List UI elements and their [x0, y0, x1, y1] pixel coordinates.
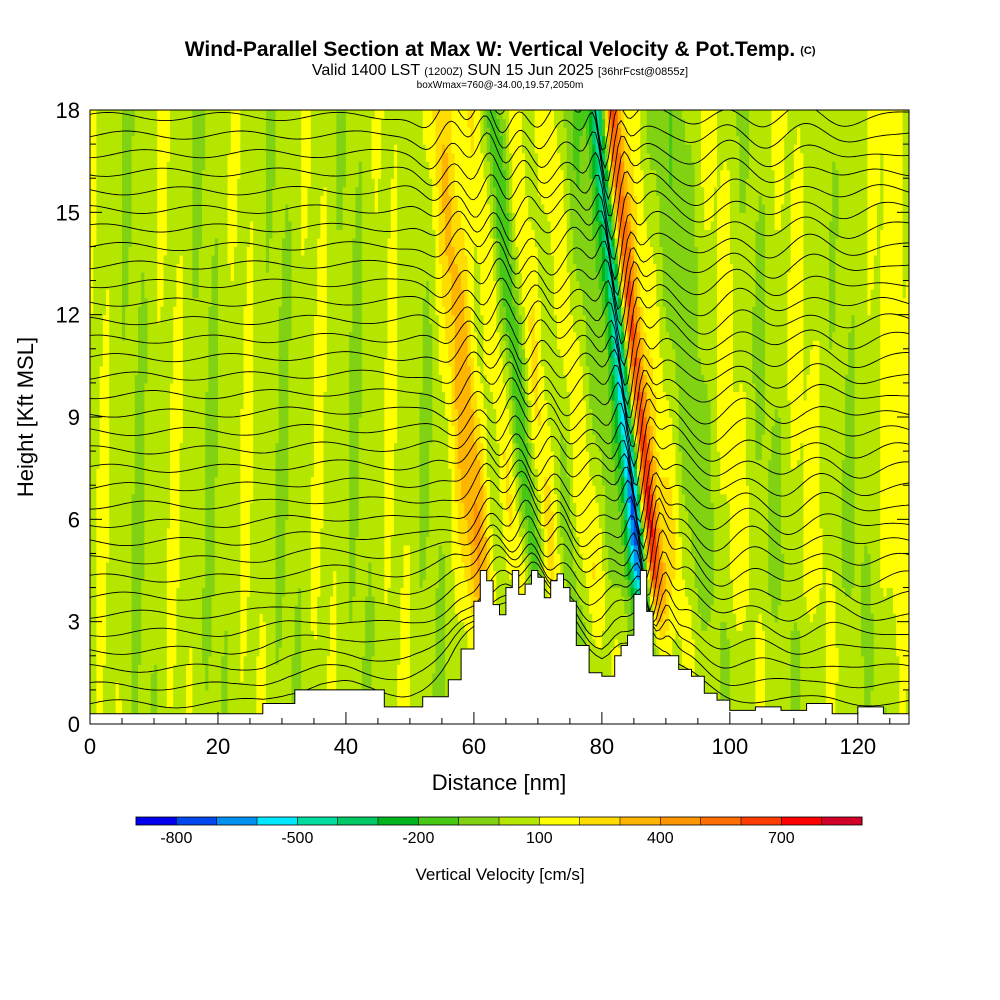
subtitle-zulu: (1200Z) — [424, 66, 463, 78]
copyright-mark: (C) — [800, 45, 816, 57]
colorbar-swatch — [458, 817, 500, 825]
x-tick-label: 40 — [334, 734, 358, 759]
subtitle-date: SUN 15 Jun 2025 — [467, 62, 593, 79]
colorbar-label: -200 — [402, 830, 434, 847]
colorbar: -800 -500 -200 100 400 700 — [135, 816, 863, 847]
colorbar-swatch — [660, 817, 702, 825]
colorbar-swatch — [216, 817, 258, 825]
colorbar-label: 100 — [526, 830, 553, 847]
y-tick-label: 18 — [56, 98, 80, 123]
subtitle-forecast: [36hrFcst@0855z] — [598, 66, 688, 78]
colorbar-swatch — [821, 817, 863, 825]
colorbar-swatch — [257, 817, 298, 825]
y-tick-label: 0 — [68, 712, 80, 737]
plot-area — [90, 110, 909, 724]
x-tick-label: 100 — [711, 734, 748, 759]
colorbar-swatch — [418, 817, 460, 825]
terrain — [90, 570, 909, 724]
y-tick-label: 15 — [56, 200, 80, 225]
x-tick-label: 80 — [590, 734, 614, 759]
colorbar-swatch — [136, 817, 177, 825]
colorbar-label: 700 — [768, 830, 795, 847]
x-tick-label: 60 — [462, 734, 486, 759]
y-tick-label: 9 — [68, 405, 80, 430]
colorbar-label: -500 — [281, 830, 313, 847]
colorbar-swatch — [539, 817, 581, 825]
colorbar-swatch — [297, 817, 339, 825]
y-tick-label: 6 — [68, 507, 80, 532]
colorbar-swatch — [378, 817, 419, 825]
colorbar-swatch — [176, 817, 218, 825]
x-tick-label: 120 — [839, 734, 876, 759]
colorbar-swatch — [741, 817, 782, 825]
colorbar-swatch — [499, 817, 540, 825]
colorbar-label: 400 — [647, 830, 674, 847]
colorbar-label: -800 — [160, 830, 192, 847]
subtitle-valid: Valid 1400 LST — [312, 62, 420, 79]
potential-temperature-contours — [90, 110, 909, 709]
x-axis: 0 20 40 60 80 100 120 — [84, 712, 891, 759]
colorbar-swatch — [781, 817, 823, 825]
colorbar-swatch — [579, 817, 621, 825]
colorbar-title: Vertical Velocity [cm/s] — [415, 865, 584, 884]
y-axis-label: Height [Kft MSL] — [13, 337, 38, 497]
x-axis-label: Distance [nm] — [432, 770, 567, 795]
colorbar-swatch — [337, 817, 379, 825]
colorbar-swatch — [700, 817, 742, 825]
y-axis: 0 3 6 9 12 15 18 — [56, 98, 909, 737]
x-tick-label: 0 — [84, 734, 96, 759]
y-tick-label: 12 — [56, 303, 80, 328]
chart-title: Wind-Parallel Section at Max W: Vertical… — [185, 38, 796, 61]
chart-subtitle-2: boxWmax=760@-34.00,19.57,2050m — [417, 80, 584, 91]
y-tick-label: 3 — [68, 610, 80, 635]
chart-subtitle: Valid 1400 LST (1200Z) SUN 15 Jun 2025 [… — [312, 62, 688, 79]
x-tick-label: 20 — [206, 734, 230, 759]
colorbar-swatch — [620, 817, 661, 825]
